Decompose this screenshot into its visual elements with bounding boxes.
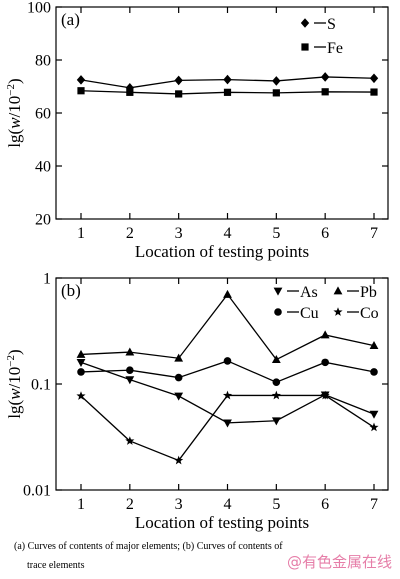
legend-marker-co (333, 307, 343, 316)
panel-b-point-cu (321, 358, 329, 367)
panel-a-point-s (174, 75, 183, 86)
panel-a-ytick-label: 60 (35, 106, 51, 123)
panel-a-point-s (320, 72, 330, 82)
panel-a-ytick-label: 80 (35, 53, 51, 70)
panel-b-ytick-label: 0.1 (31, 377, 51, 394)
panel-a-point-fe (223, 88, 232, 96)
panel-b-xtick-label: 3 (175, 496, 183, 513)
panel-a-xtick-label: 1 (77, 225, 85, 242)
panel-b-point-pb (271, 354, 281, 363)
panel-a-point-fe (77, 87, 85, 95)
legend-item-co: Co (333, 305, 379, 322)
legend-item-pb: Pb (333, 284, 377, 301)
legend-marker-fe (301, 43, 309, 51)
panel-b-point-cu (272, 378, 281, 386)
panel-a-point-s (272, 76, 281, 86)
legend-marker-cu (274, 308, 282, 316)
figure-caption: (a) Curves of contents of major elements… (14, 537, 394, 575)
panel-b-point-pb (174, 353, 184, 362)
panel-b-point-cu (223, 357, 232, 365)
panel-b-point-co (320, 390, 330, 400)
panel-b-point-cu (77, 368, 85, 376)
legend-label-cu: Cu (300, 305, 319, 322)
panel-a-xtick-label: 4 (224, 225, 232, 242)
panel-b-points-co (76, 390, 379, 465)
panel-b-points-cu (77, 357, 378, 386)
panel-b-xtick-label: 6 (321, 496, 329, 513)
panel-a-label: (a) (61, 10, 80, 29)
panel-a-xtick-label: 6 (321, 225, 329, 242)
panel-b-points-pb (76, 289, 379, 363)
panel-b-point-pb (320, 330, 330, 339)
legend-label-fe: Fe (327, 40, 343, 57)
panel-b-point-as (271, 417, 281, 426)
panel-a-point-fe (126, 88, 134, 96)
panel-b-point-as (76, 358, 86, 367)
panel-b-point-co (174, 455, 184, 465)
panel-b-xtick-label: 5 (272, 496, 280, 513)
panel-b-point-co (369, 422, 379, 432)
panel-b-point-cu (174, 373, 183, 382)
watermark: @有色金属在线 (286, 553, 392, 571)
legend-marker-s (300, 18, 310, 28)
panel-b-ytick-label: 1 (43, 271, 51, 288)
panel-b-point-co (222, 390, 233, 400)
panel-a-points-s (76, 72, 379, 93)
legend-label-as: As (300, 284, 318, 301)
panel-a-xtick-label: 2 (126, 225, 134, 242)
panel-a-point-fe (321, 88, 329, 96)
legend-item-as: As (273, 284, 318, 301)
panel-b-point-as (125, 376, 135, 385)
panel-b-xtick-label: 4 (224, 496, 232, 513)
legend-marker-as (273, 287, 283, 296)
legend-item-fe: Fe (301, 40, 343, 57)
panel-b-point-co (76, 391, 86, 400)
panel-a-frame (55, 6, 389, 220)
panel-a-xlabel: Location of testing points (135, 242, 309, 261)
panel-a-xtick-label: 7 (370, 225, 378, 242)
panel-b-ylabel: lg(w/10−2) (5, 349, 24, 418)
panel-b-point-cu (370, 368, 378, 376)
legend-item-cu: Cu (274, 305, 319, 322)
panel-b-xlabel: Location of testing points (135, 513, 309, 532)
panel-b-line-co (80, 394, 375, 462)
panel-b-xtick-label: 7 (370, 496, 378, 513)
panel-b-point-as (369, 410, 379, 419)
panel-b-ytick-label: 0.01 (23, 483, 51, 500)
panel-a-point-fe (370, 88, 378, 96)
panel-a-xtick-label: 3 (175, 225, 183, 242)
panel-b-point-cu (126, 366, 134, 374)
panel-b-point-co (125, 436, 135, 445)
panel-a-point-s (223, 74, 232, 85)
panel-b-xtick-label: 2 (126, 496, 134, 513)
panel-a-point-fe (272, 89, 280, 97)
panel-a-ytick-label: 100 (27, 0, 51, 17)
panel-a-points-fe (77, 87, 378, 98)
panel-a-ytick-label: 40 (35, 159, 51, 176)
panel-b-line-pb (80, 293, 375, 361)
legend-label-s: S (327, 16, 336, 33)
panel-b-point-pb (125, 347, 135, 356)
panel-b-point-pb (223, 289, 232, 298)
panel-b-point-pb (369, 341, 379, 350)
legend-marker-pb (333, 286, 343, 295)
panel-b-point-as (174, 392, 184, 401)
caption-line-2: trace elements (27, 560, 85, 571)
panel-a-point-s (369, 73, 379, 84)
panel-b-point-pb (76, 349, 86, 358)
legend-label-co: Co (360, 305, 379, 322)
panel-a-point-s (76, 75, 86, 85)
panel-b-xtick-label: 1 (77, 496, 85, 513)
legend-item-s: S (300, 16, 336, 33)
panel-b-point-as (223, 419, 232, 428)
panel-b-label: (b) (61, 281, 81, 300)
panel-b-point-co (271, 390, 281, 400)
panel-a-xtick-label: 5 (272, 225, 280, 242)
legend-label-pb: Pb (360, 284, 377, 301)
panel-a-ylabel: lg(w/10−2) (5, 78, 24, 147)
panel-a-point-fe (175, 90, 183, 98)
panel-a-ytick-label: 20 (35, 212, 51, 229)
caption-line-1: (a) Curves of contents of major elements… (14, 541, 283, 552)
